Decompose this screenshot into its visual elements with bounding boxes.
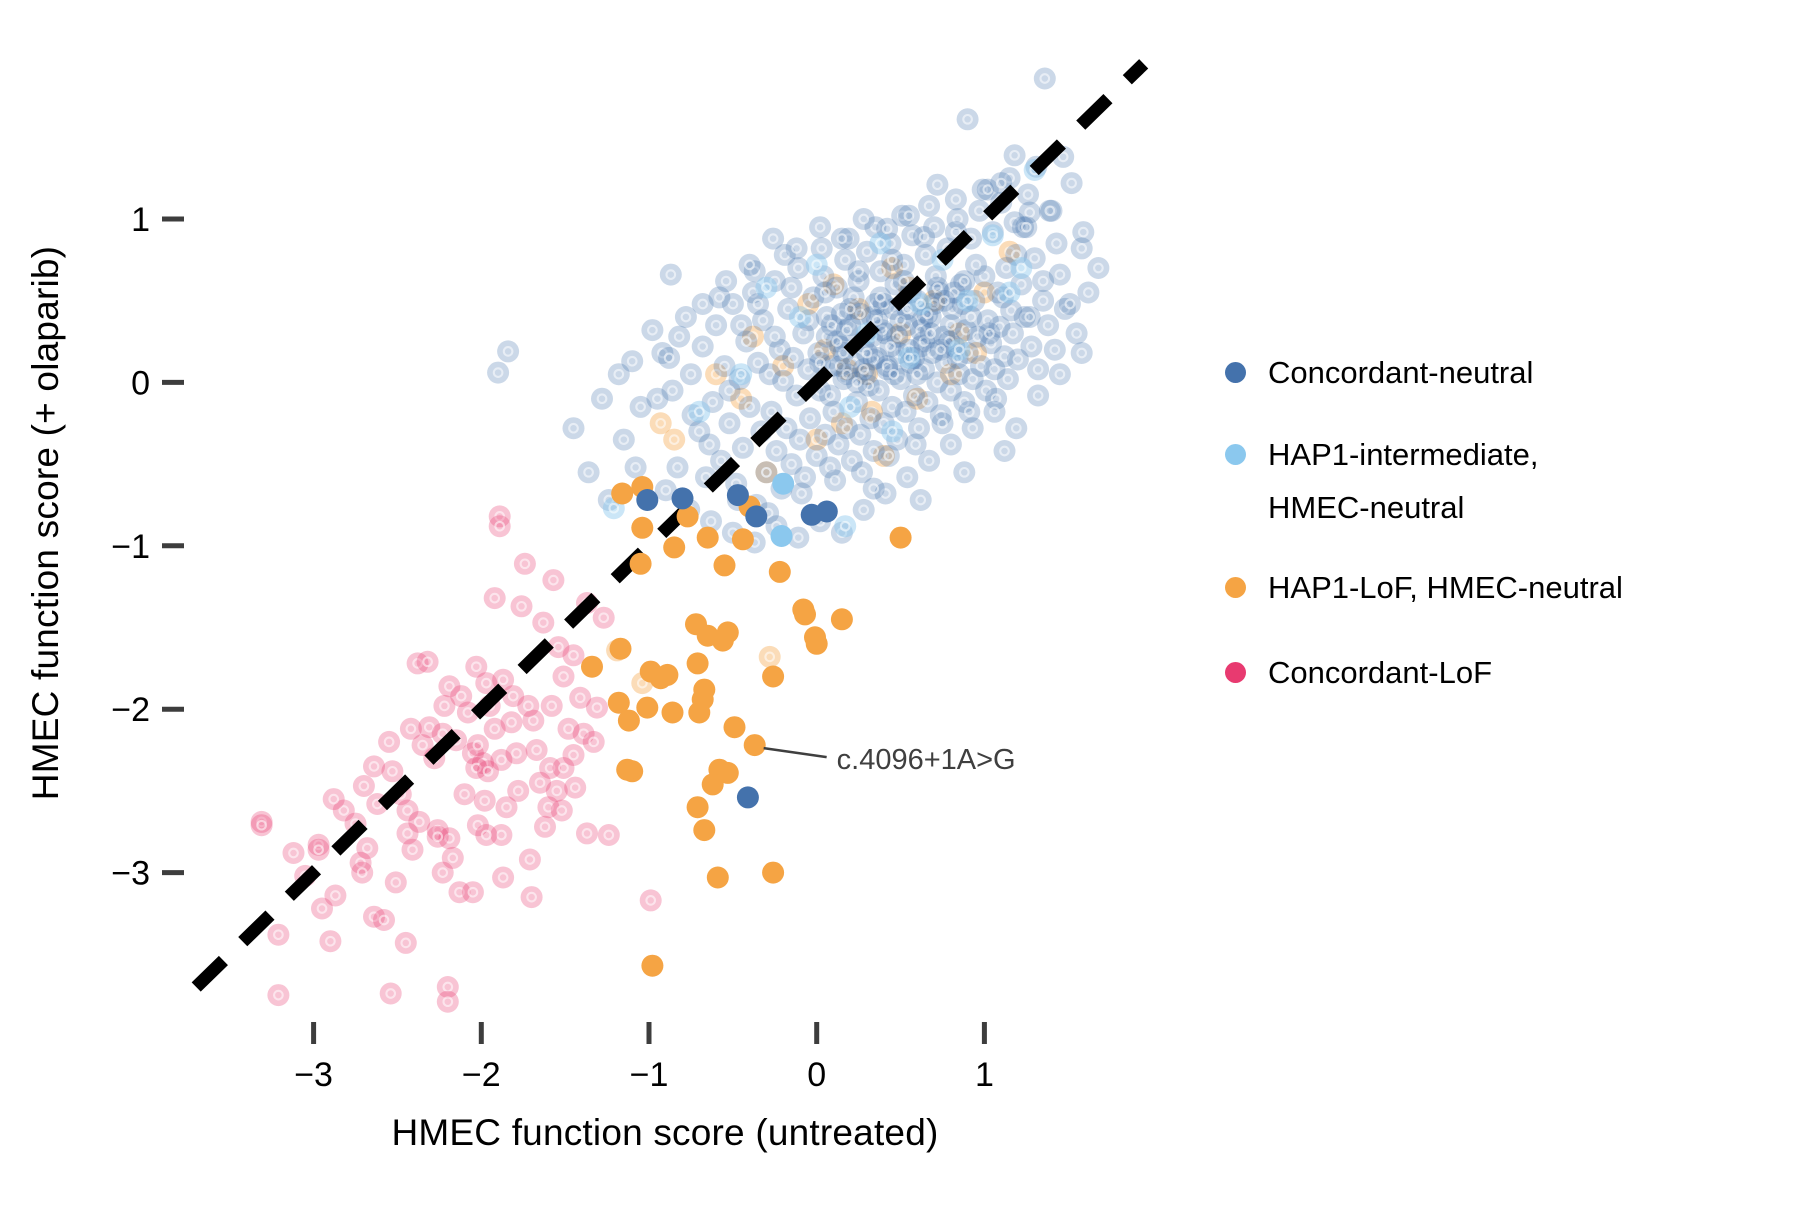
axis-ticks: −3 −2 −1 0 1 1 0 −1 −2 −3 xyxy=(111,201,994,1094)
legend-label: Concordant-neutral xyxy=(1268,355,1534,390)
series-cloud-1 xyxy=(602,159,1046,538)
series-cloud-3 xyxy=(250,505,662,1013)
legend-item-concordant-lof: Concordant-LoF xyxy=(1225,646,1492,699)
series-solid-2 xyxy=(581,476,912,977)
hap1-intermediate-dot-icon xyxy=(1225,444,1246,465)
legend-label: HAP1-intermediate, HMEC-neutral xyxy=(1268,437,1539,525)
identity-dashed-line xyxy=(191,59,1149,992)
x-tick-label: −3 xyxy=(294,1056,333,1094)
concordant-neutral-dot-icon xyxy=(1225,362,1246,383)
x-tick-label: 1 xyxy=(975,1056,994,1094)
legend-label: HAP1-LoF, HMEC-neutral xyxy=(1268,570,1623,605)
legend-label: Concordant-LoF xyxy=(1268,655,1493,690)
annotation-label: c.4096+1A>G xyxy=(837,744,1016,776)
series-solid-0 xyxy=(636,484,838,809)
x-axis-title: HMEC function score (untreated) xyxy=(391,1112,939,1153)
annotation-leader-line xyxy=(763,746,827,759)
y-tick-label: −2 xyxy=(111,691,150,729)
y-tick-label: −1 xyxy=(111,528,150,566)
legend-item-hap1-lof: HAP1-LoF, HMEC-neutral xyxy=(1225,561,1623,614)
concordant-lof-dot-icon xyxy=(1225,662,1246,683)
series-cloud-0 xyxy=(487,67,1110,554)
legend-item-concordant-neutral: Concordant-neutral xyxy=(1225,346,1533,399)
y-axis-title: HMEC function score (+ olaparib) xyxy=(25,245,66,801)
x-tick-label: −1 xyxy=(630,1056,669,1094)
y-tick-label: −3 xyxy=(111,855,150,893)
legend-item-hap1-intermediate: HAP1-intermediate, HMEC-neutral xyxy=(1225,428,1539,534)
y-tick-label: 0 xyxy=(131,364,150,402)
y-tick-label: 1 xyxy=(131,201,150,239)
x-tick-label: −2 xyxy=(462,1056,501,1094)
x-tick-label: 0 xyxy=(807,1056,826,1094)
series-solid-1 xyxy=(770,472,795,547)
hap1-lof-dot-icon xyxy=(1225,577,1246,598)
